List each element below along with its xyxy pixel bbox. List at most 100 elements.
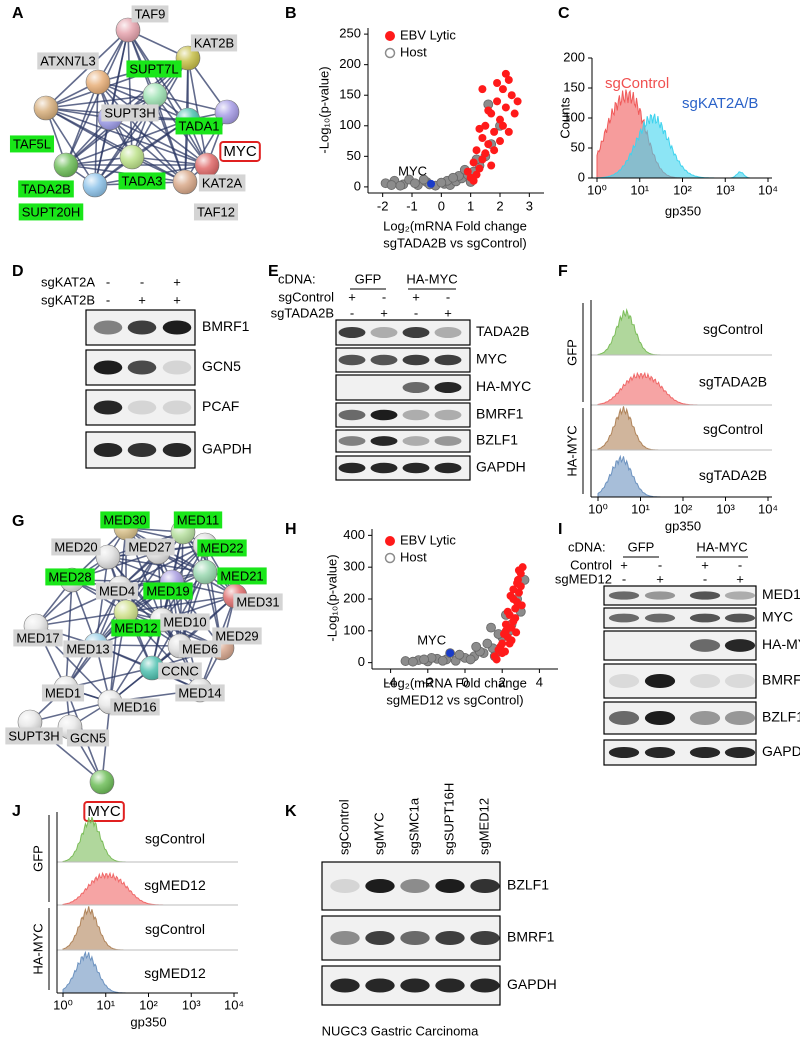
lytic-point xyxy=(507,91,516,100)
legend-marker xyxy=(384,552,396,564)
x-tick-label: 10⁴ xyxy=(758,501,778,516)
condition-sign: - xyxy=(350,305,354,320)
blot-band xyxy=(434,382,462,393)
y-tick-label: 150 xyxy=(563,79,585,94)
blot-band xyxy=(365,931,395,945)
blot-band xyxy=(93,360,123,375)
network-edge xyxy=(45,107,208,166)
condition-sign: - xyxy=(106,292,110,307)
band-label: MYC xyxy=(762,609,793,625)
node-shine xyxy=(86,70,110,94)
node-label: GCN5 xyxy=(70,730,106,745)
x-tick-label: 10³ xyxy=(716,501,735,516)
x-tick-label: 10² xyxy=(673,182,692,197)
host-point xyxy=(410,178,420,189)
band-label: HA-MYC xyxy=(476,378,531,394)
lytic-point xyxy=(501,626,510,635)
node-label-tag xyxy=(110,698,160,716)
group-label: GFP xyxy=(30,845,45,872)
blot-band xyxy=(370,354,398,366)
node-shine xyxy=(83,173,107,197)
point-annotation: MYC xyxy=(417,633,446,648)
blot-band xyxy=(644,747,676,758)
y-tick-label: 0 xyxy=(354,178,361,193)
x-tick-label: 10¹ xyxy=(631,501,650,516)
condition-sign: + xyxy=(173,292,181,307)
blot-band xyxy=(724,674,756,688)
y-tick-label: 150 xyxy=(339,87,361,102)
panel-letter: J xyxy=(12,803,21,820)
caption: NUGC3 Gastric Carcinoma xyxy=(322,1023,480,1038)
blot-band xyxy=(400,879,430,893)
host-point xyxy=(408,656,418,667)
highlight-point xyxy=(446,649,455,658)
condition-label: Control xyxy=(570,557,612,572)
x-axis-label: Log₂(mRNA Fold change xyxy=(383,218,527,233)
blot-band xyxy=(338,327,366,338)
network-edge xyxy=(154,94,228,113)
blot-band xyxy=(402,436,430,446)
node-label-tag xyxy=(217,567,267,585)
band-label: BMRF1 xyxy=(762,672,800,688)
network-edge xyxy=(45,94,156,109)
band-label: BZLF1 xyxy=(762,709,800,725)
x-tick-label: 10⁴ xyxy=(224,997,244,1012)
blot-band xyxy=(338,436,366,446)
lane-label: sgControl xyxy=(336,799,351,855)
node-label-tag xyxy=(131,5,169,23)
lytic-point xyxy=(496,137,504,146)
cdna-label: cDNA: xyxy=(278,271,316,286)
node-label: SUPT7L xyxy=(129,61,178,76)
panel-letter: A xyxy=(12,5,24,22)
condition-sign: - xyxy=(382,289,386,304)
network-edge xyxy=(97,81,208,166)
x-tick-label: -2 xyxy=(377,198,389,213)
group-label: GFP xyxy=(355,271,382,286)
lytic-point xyxy=(493,79,502,87)
row-label: sgTADA2B xyxy=(699,374,767,390)
node-label-tag xyxy=(178,640,222,658)
blot-band xyxy=(724,613,756,623)
band-label: MED12 xyxy=(762,586,800,602)
network-edge xyxy=(45,107,96,186)
node-label-tag xyxy=(63,640,113,658)
panel-letter: C xyxy=(558,5,570,22)
node-label: SUPT3H xyxy=(104,105,155,120)
blot-band xyxy=(370,462,398,474)
blot-band xyxy=(724,711,756,725)
lane-label: sgMYC xyxy=(371,812,386,855)
legend-label: EBV Lytic xyxy=(400,27,456,42)
x-tick-label: 4 xyxy=(536,674,543,689)
blot-band xyxy=(93,400,123,415)
condition-sign: - xyxy=(106,274,110,289)
band-label: MYC xyxy=(476,351,507,367)
lytic-point xyxy=(511,614,520,623)
lytic-point xyxy=(510,109,519,118)
node-label-tag xyxy=(111,619,161,637)
blot-band xyxy=(402,409,430,421)
condition-sign: - xyxy=(414,305,418,320)
node-label: MED22 xyxy=(200,540,243,555)
lytic-point xyxy=(512,628,521,637)
x-axis-label: sgTADA2B vs sgControl) xyxy=(383,235,527,250)
lytic-point xyxy=(484,106,493,115)
blot-band xyxy=(338,409,366,421)
blot-band xyxy=(370,436,398,446)
row-label: sgControl xyxy=(703,321,763,337)
network-edge xyxy=(65,81,99,166)
x-tick-label: 0 xyxy=(461,674,468,689)
blot-band xyxy=(689,613,721,623)
node-label: MED14 xyxy=(178,685,221,700)
node-label-tag xyxy=(66,729,110,747)
blot-band xyxy=(370,327,398,338)
condition-sign: + xyxy=(701,557,709,572)
node-label-tag xyxy=(126,60,182,78)
lytic-point xyxy=(472,170,481,179)
panel-letter: I xyxy=(558,521,562,538)
condition-label: sgTADA2B xyxy=(271,305,334,320)
node-label: MED16 xyxy=(113,699,156,714)
blot-band xyxy=(435,879,465,893)
legend-marker xyxy=(385,536,395,546)
network-edge xyxy=(45,107,186,183)
lytic-point xyxy=(469,158,478,167)
